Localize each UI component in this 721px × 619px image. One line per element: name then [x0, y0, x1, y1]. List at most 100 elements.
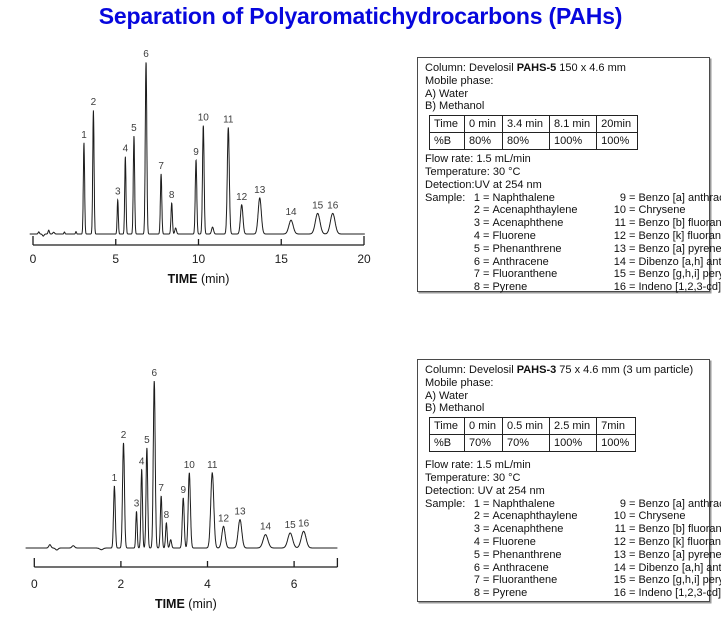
sample-item: 6 = Anthracene	[466, 256, 612, 269]
gradient-cell: 100%	[596, 132, 639, 151]
peak-label: 5	[144, 435, 150, 446]
sample-number: 12	[613, 229, 626, 242]
column-prefix: Column: Develosil	[425, 62, 517, 74]
peak-label: 2	[91, 97, 97, 108]
sample-item: 3 = Acenaphthene	[466, 217, 612, 230]
x-tick-label: 0	[30, 252, 37, 266]
sample-name: Indeno [1,2,3-cd] pyrene	[638, 281, 721, 294]
phase-b: B) Methanol	[425, 100, 485, 113]
sample-label: Sample:	[425, 497, 466, 510]
temperature-line: Temperature: 30 °C	[425, 471, 521, 484]
sample-number: 7	[473, 268, 480, 281]
sample-number: 2	[473, 510, 480, 523]
gradient-cell: 0 min	[464, 115, 503, 134]
sample-name: Fluorene	[492, 535, 536, 548]
gradient-table: Time 0 min 3.4 min 8.1 min 20min %B 80% …	[428, 115, 639, 151]
sample-item: 12=Benzo [k] fluoranthene	[612, 536, 721, 549]
sample-name: Chrysene	[638, 510, 686, 523]
sample-name: Acenaphthene	[492, 523, 564, 536]
x-tick-label: 6	[291, 577, 298, 591]
sample-name: Benzo [a] anthracene	[638, 191, 721, 204]
sample-name: Anthracene	[492, 255, 549, 268]
peak-label: 9	[180, 485, 186, 496]
sample-number: 8	[473, 587, 480, 600]
sample-name: Acenaphthene	[492, 217, 564, 230]
sample-number: 4	[473, 535, 480, 548]
column-dimensions: 75 x 4.6 mm (3 um particle)	[556, 364, 694, 376]
column-prefix: Column: Develosil	[425, 364, 517, 376]
sample-name: Fluorene	[492, 229, 536, 242]
sample-number: 15	[613, 268, 626, 281]
gradient-values-row: %B 70% 70% 100% 100%	[428, 434, 637, 453]
sample-item: 14=Dibenzo [a,h] anthracene	[612, 562, 721, 575]
sample-item: 4 = Fluorene	[466, 230, 612, 243]
peak-label: 1	[112, 473, 118, 484]
peak-label: 11	[207, 460, 218, 471]
sample-item: 2 = Acenaphthaylene	[466, 510, 612, 523]
gradient-cell: 3.4 min	[501, 115, 551, 134]
sample-name: Benzo [a] anthracene	[638, 497, 721, 510]
peak-label: 6	[151, 368, 157, 379]
x-tick-label: 15	[275, 252, 289, 266]
peak-label: 16	[298, 518, 310, 529]
column-dimensions: 150 x 4.6 mm	[556, 62, 626, 74]
x-tick-label: 2	[118, 577, 125, 591]
phase-a: A) Water	[425, 87, 468, 100]
phase-a: A) Water	[425, 389, 468, 402]
sample-number: 6	[473, 561, 480, 574]
gradient-cell: 8.1 min	[549, 115, 598, 134]
sample-item: 7 = Fluoranthene	[466, 268, 612, 281]
sample-name: Acenaphthaylene	[492, 204, 578, 217]
sample-name: Benzo [b] fluoranthene	[638, 523, 721, 536]
peak-label: 2	[121, 430, 127, 441]
sample-number: 13	[613, 242, 626, 255]
chromatogram-trace	[25, 380, 338, 551]
sample-item: 7 = Fluoranthene	[466, 574, 612, 587]
sample-name: Benzo [g,h,i] perylene	[638, 268, 721, 281]
sample-name: Naphthalene	[492, 497, 555, 510]
chromatogram-trace	[29, 62, 365, 237]
x-tick-label: 5	[112, 252, 119, 266]
sample-item: 10 = Chrysene	[613, 510, 686, 523]
sample-name: Benzo [b] fluoranthene	[638, 217, 721, 230]
peak-label: 8	[169, 190, 175, 201]
sample-name: Fluoranthene	[492, 268, 558, 281]
sample-item: 3 = Acenaphthene	[466, 523, 612, 536]
sample-item: 2 = Acenaphthaylene	[466, 204, 612, 217]
peak-label: 5	[131, 123, 137, 134]
sample-list-right: 9=Benzo [a] anthracene10=Chrysene11=Benz…	[612, 498, 721, 600]
gradient-cell: 20min	[596, 115, 639, 134]
mobile-phase-label: Mobile phase:	[425, 74, 494, 87]
peak-label: 4	[139, 457, 145, 468]
conditions-box-pahs5: Column: Develosil PAHS-5 150 x 4.6 mm Mo…	[417, 57, 721, 294]
sample-number: 11	[614, 523, 626, 536]
x-tick-label: 4	[204, 577, 211, 591]
sample-name: Phenanthrene	[492, 548, 562, 561]
sample-name: Benzo [a] pyrene	[638, 548, 721, 561]
sample-item: 1 = Naphthalene	[466, 498, 612, 511]
sample-name: Chrysene	[638, 204, 686, 217]
sample-item: 5 = Phenanthrene	[466, 549, 612, 562]
sample-item: 10 = Chrysene	[613, 204, 686, 217]
sample-number: 8	[473, 281, 480, 294]
sample-name: Indeno [1,2,3-cd] pyrene	[638, 587, 721, 600]
peak-label: 3	[134, 498, 140, 509]
sample-number: 7	[473, 574, 480, 587]
peak-label: 10	[198, 113, 210, 124]
sample-item: 9=Benzo [a] anthracene	[612, 192, 721, 205]
x-tick-label: 20	[357, 252, 371, 266]
sample-number: 10	[613, 510, 626, 523]
column-line: Column: Develosil PAHS-3 75 x 4.6 mm (3 …	[425, 364, 702, 377]
peak-label: 14	[285, 207, 297, 218]
sample-item: 13 = Benzo [a] pyrene	[613, 548, 721, 561]
sample-list-left: 1 = Naphthalene 2 = Acenaphthaylene 3 = Acenapht…	[466, 498, 612, 600]
gradient-cell: Time	[428, 115, 466, 134]
sample-name: Benzo [k] fluoranthene	[638, 535, 721, 548]
peak-label: 3	[115, 187, 121, 198]
sample-section: Sample: 1 = Naphthalene 2 = Acenaphthaylene 3 =…	[425, 497, 721, 600]
peak-label: 12	[236, 192, 248, 203]
peak-label: 16	[327, 200, 339, 211]
sample-item: 5 = Phenanthrene	[466, 243, 612, 256]
sample-list-left: 1 = Naphthalene 2 = Acenaphthaylene 3 = Acenapht…	[466, 192, 612, 294]
sample-item: 13 = Benzo [a] pyrene	[613, 242, 721, 255]
